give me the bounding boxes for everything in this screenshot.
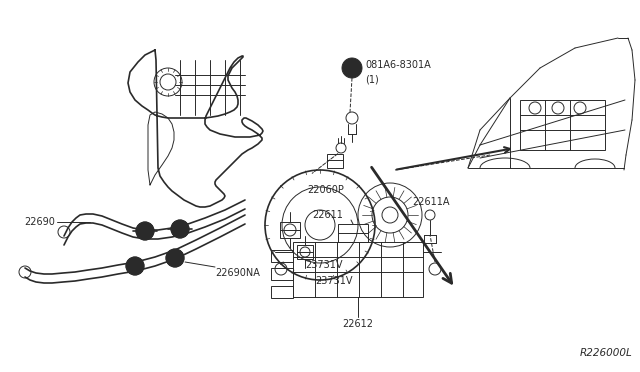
Circle shape xyxy=(166,249,184,267)
Text: 081A6-8301A: 081A6-8301A xyxy=(365,60,431,70)
Text: 22611A: 22611A xyxy=(412,197,449,207)
Text: 23731V: 23731V xyxy=(315,276,353,286)
Circle shape xyxy=(136,222,154,240)
Bar xyxy=(297,245,313,259)
Bar xyxy=(520,100,605,150)
Circle shape xyxy=(126,257,144,275)
Circle shape xyxy=(171,220,189,238)
Text: 22690NA: 22690NA xyxy=(215,268,260,278)
Bar xyxy=(293,242,423,297)
Bar xyxy=(280,222,300,238)
Text: B: B xyxy=(348,63,356,73)
Text: 22690: 22690 xyxy=(24,217,55,227)
Bar xyxy=(327,154,343,168)
Text: 22612: 22612 xyxy=(342,319,374,329)
Bar xyxy=(271,268,293,280)
Text: 22611: 22611 xyxy=(312,210,344,220)
Text: 22060P: 22060P xyxy=(307,185,344,195)
Text: 23731V: 23731V xyxy=(305,260,342,270)
Bar xyxy=(338,224,368,242)
Bar xyxy=(271,286,293,298)
Text: (1): (1) xyxy=(365,74,379,84)
Circle shape xyxy=(342,58,362,78)
Bar xyxy=(271,250,293,262)
Text: R226000L: R226000L xyxy=(579,348,632,358)
